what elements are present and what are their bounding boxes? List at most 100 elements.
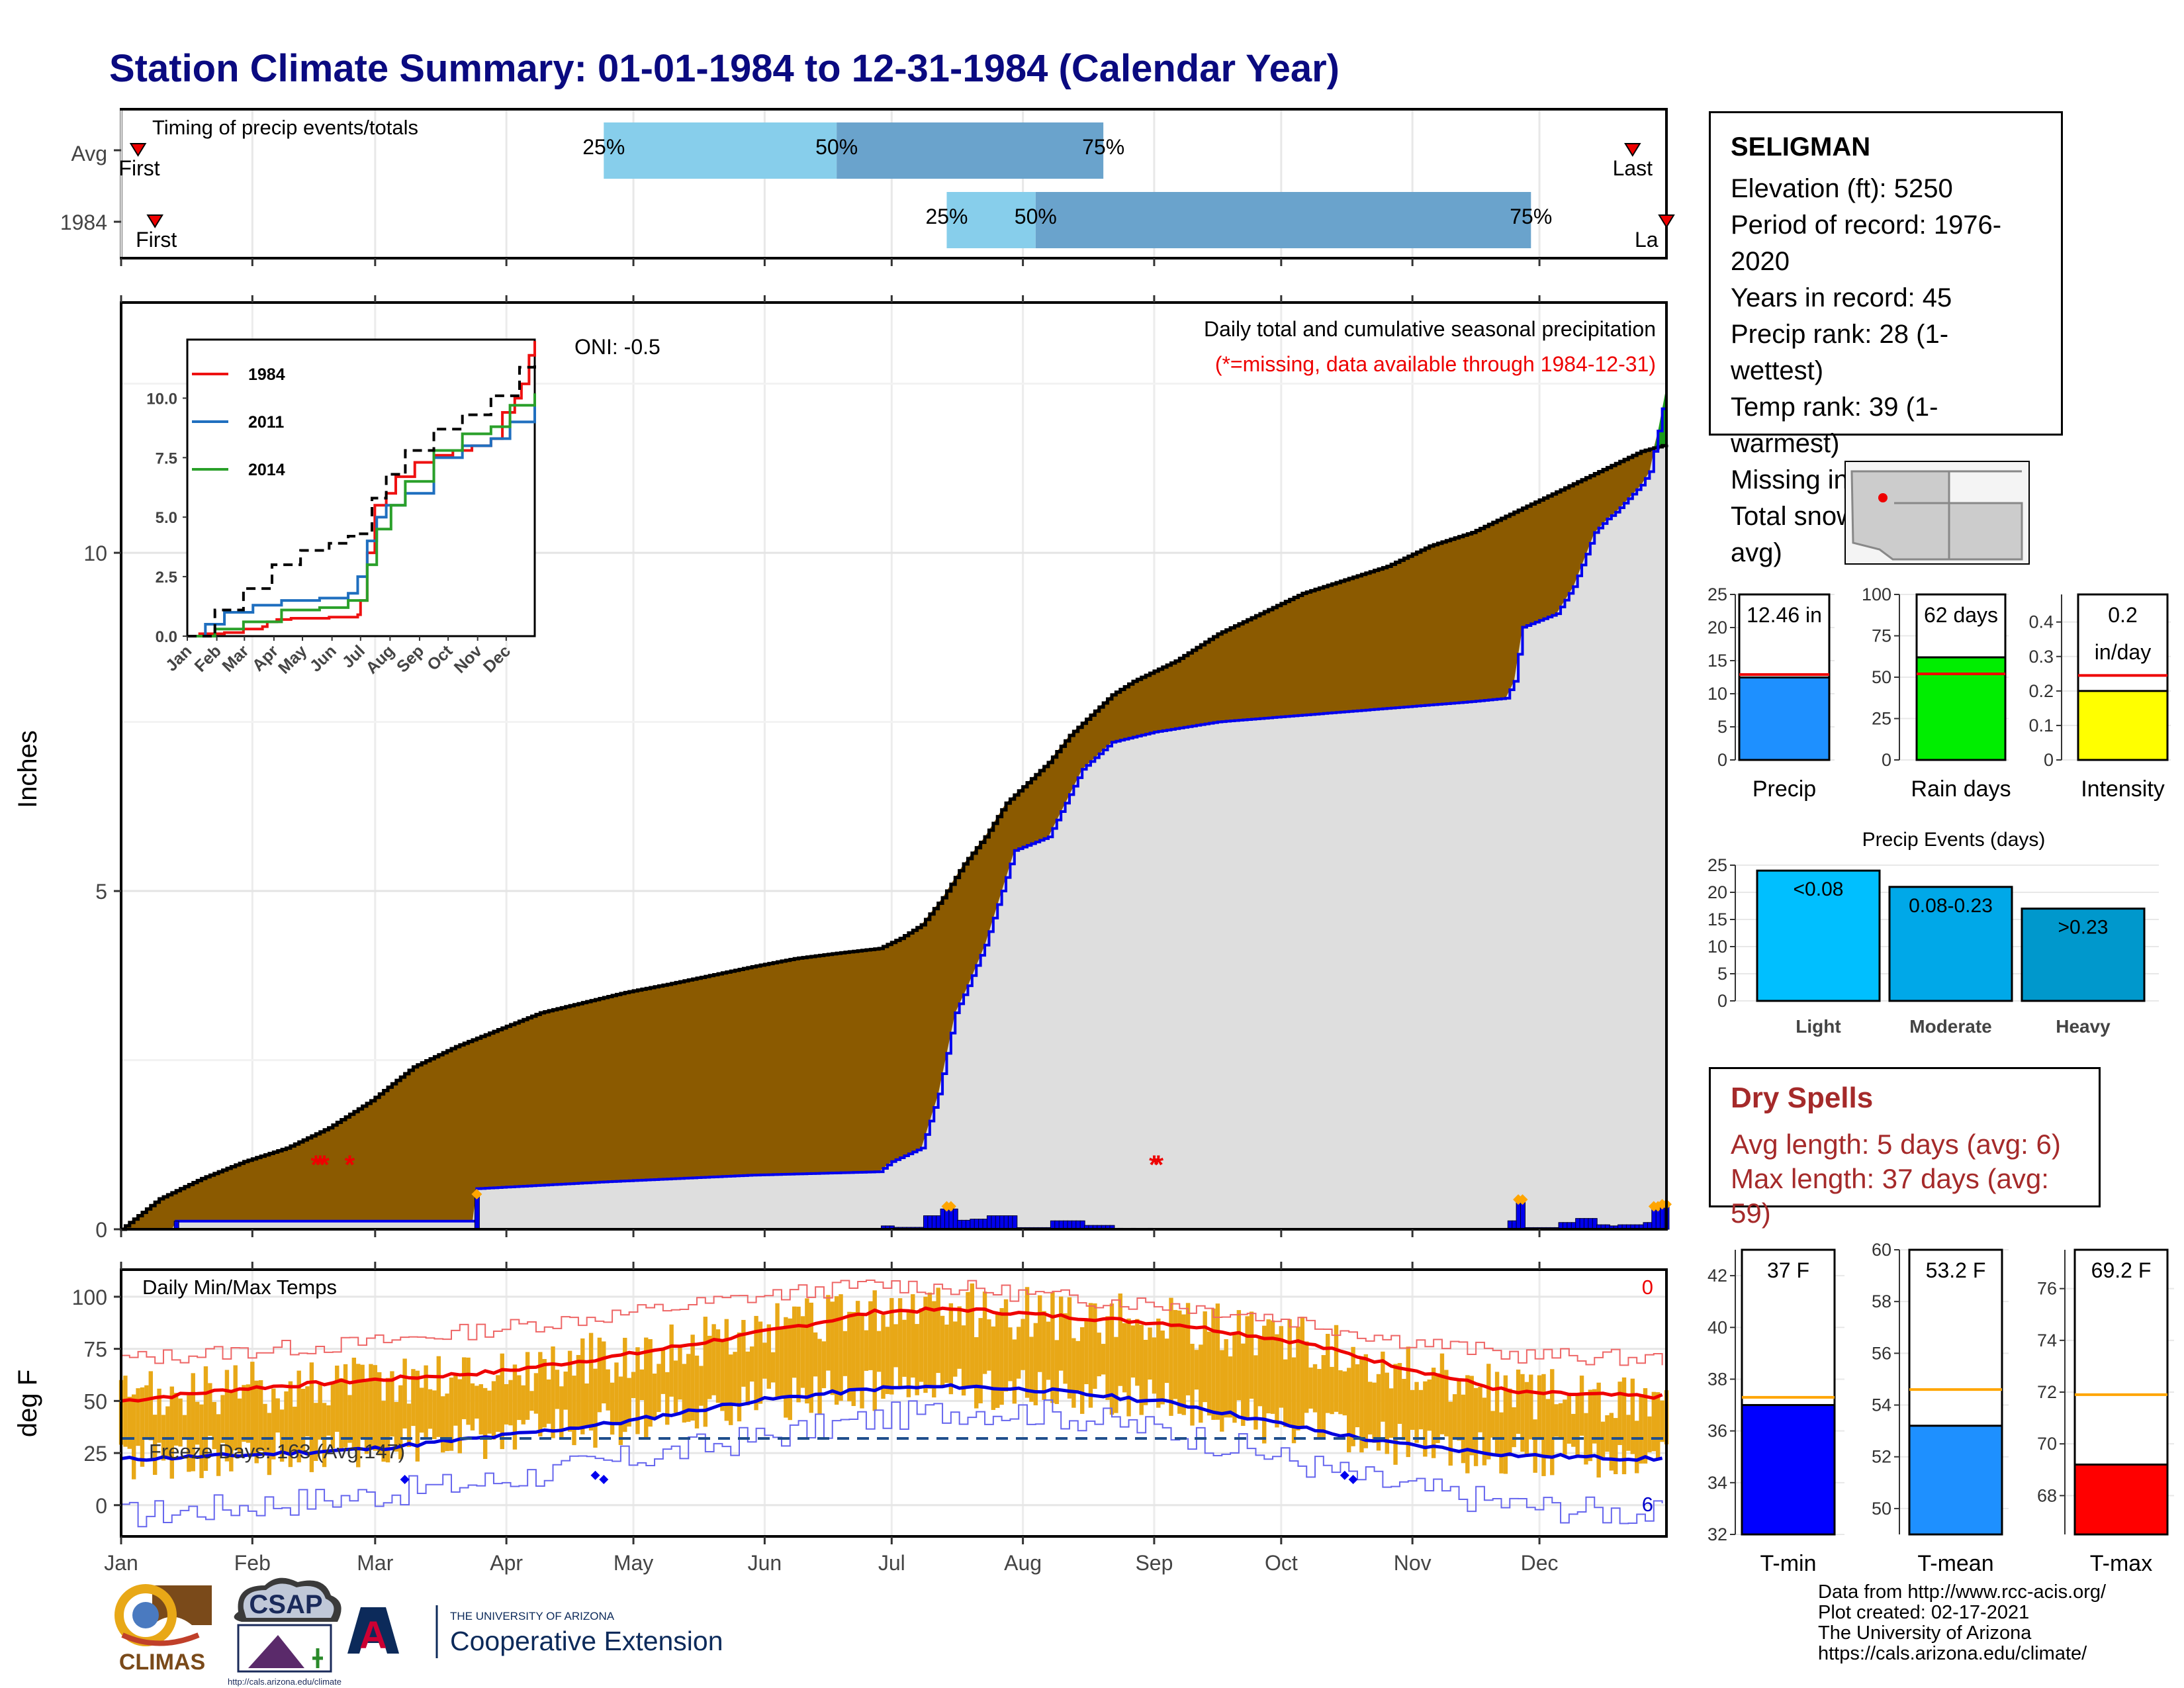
ytick-label: 70 [2037, 1434, 2057, 1454]
daily-temp-bar [711, 1324, 716, 1395]
svg-text:A: A [359, 1614, 387, 1657]
daily-temp-bar [830, 1301, 835, 1395]
daily-temp-bar [1177, 1310, 1182, 1414]
daily-temp-bar [1575, 1394, 1580, 1456]
daily-temp-bar [233, 1365, 238, 1450]
daily-temp-bar [267, 1413, 272, 1476]
daily-temp-bar [1156, 1318, 1161, 1408]
daily-temp-bar [1228, 1356, 1233, 1418]
daily-temp-bar [491, 1381, 496, 1440]
daily-temp-bar [123, 1376, 128, 1447]
daily-temp-bar [390, 1371, 394, 1437]
daily-temp-bar [402, 1358, 407, 1429]
daily-temp-bar [982, 1291, 987, 1374]
daily-temp-bar [584, 1383, 589, 1427]
ytick-label: 0.4 [2028, 612, 2054, 632]
daily-temp-bar [1338, 1370, 1343, 1415]
daily-temp-bar [1232, 1333, 1237, 1423]
daily-temp-bar [593, 1368, 598, 1448]
inset-ytick: 5.0 [156, 509, 177, 527]
ytick-label: 25 [1872, 709, 1891, 729]
daily-temp-bar [1388, 1388, 1394, 1438]
event-bar-label: 0.08-0.23 [1909, 895, 1993, 917]
precip-note: Daily total and cumulative seasonal prec… [1204, 317, 1656, 341]
missing-note: (*=missing, data available through 1984-… [1215, 352, 1656, 376]
temp-ytick: 25 [83, 1442, 107, 1466]
month-axis: Jan Feb Mar Apr May Jun Jul Aug Sep Oct Nov Dec [104, 1262, 1559, 1575]
daily-temp-bar [610, 1382, 615, 1435]
daily-temp-bar [144, 1385, 149, 1438]
daily-temp-bar [1296, 1327, 1300, 1430]
daily-temp-bar [551, 1346, 555, 1438]
daily-temp-bar [1088, 1303, 1093, 1408]
daily-temp-bar [1194, 1350, 1199, 1390]
daily-temp-bar [475, 1385, 479, 1419]
daily-temp-bar [1206, 1331, 1212, 1416]
daily-temp-bar [1084, 1320, 1089, 1385]
daily-temp-bar [1490, 1411, 1495, 1438]
precip-ytick: 0 [95, 1218, 107, 1242]
ytick-label: 15 [1707, 651, 1727, 671]
record-low-marker [599, 1474, 609, 1484]
daily-temp-bar [1630, 1378, 1635, 1454]
daily-temp-bar [1097, 1333, 1101, 1377]
value-label: 53.2 F [1926, 1258, 1986, 1282]
daily-temp-bar [1393, 1364, 1398, 1465]
daily-temp-bar [657, 1364, 661, 1413]
daily-temp-bar [1130, 1325, 1136, 1378]
event-marker [146, 214, 163, 228]
daily-temp-bar [966, 1291, 970, 1387]
daily-temp-bar [1435, 1373, 1440, 1444]
daily-temp-bar [182, 1415, 187, 1439]
daily-temp-bar [1054, 1340, 1059, 1405]
daily-temp-bar [707, 1335, 712, 1399]
daily-temp-bar [1414, 1382, 1419, 1443]
timing-pct-label: 25% [925, 205, 968, 228]
daily-precip-bar [1520, 1201, 1525, 1230]
arizona-map [1844, 461, 2030, 565]
daily-temp-bar [572, 1376, 576, 1446]
daily-temp-bar [821, 1341, 827, 1389]
daily-temp-bar [318, 1384, 322, 1440]
category-label: Rain days [1911, 776, 2011, 802]
event-bar [1888, 886, 2013, 1002]
daily-temp-bar [203, 1366, 208, 1471]
daily-temp-bar [1656, 1392, 1661, 1458]
daily-temp-bar [1609, 1413, 1614, 1471]
daily-temp-bar [923, 1296, 928, 1393]
precip-events-chart: Precip Events (days) 0 5 10 15 20 25 <0.08 Light… [1707, 829, 2159, 1037]
daily-temp-bar [1012, 1339, 1017, 1404]
daily-temp-bar [1579, 1376, 1584, 1436]
daily-temp-bar [406, 1403, 412, 1447]
daily-temp-bar [1029, 1336, 1034, 1402]
daily-temp-bar [496, 1375, 500, 1432]
value-label: 62 days [1924, 603, 1998, 627]
daily-temp-bar [978, 1318, 983, 1403]
daily-temp-bar [457, 1379, 462, 1454]
category-label: T-max [2090, 1551, 2152, 1576]
inset-chart: 0.02.55.07.510.0JanFebMarAprMayJunJulAug… [146, 338, 536, 678]
daily-temp-bar [1503, 1375, 1508, 1474]
daily-temp-bar [1317, 1369, 1322, 1439]
daily-temp-bar [1220, 1350, 1224, 1432]
ytick-label: 54 [1872, 1395, 1891, 1415]
event-marker [1658, 214, 1675, 228]
daily-temp-bar [1359, 1356, 1364, 1453]
daily-temp-bar [1101, 1344, 1106, 1375]
value-label: 12.46 in [1747, 603, 1822, 627]
tmin-chart: 32 34 36 38 40 42 37 F T-min [1707, 1248, 1844, 1576]
daily-temp-bar [1541, 1374, 1546, 1476]
daily-temp-bar [351, 1357, 357, 1448]
daily-temp-bar [597, 1337, 602, 1413]
inset-frame [186, 338, 536, 637]
daily-temp-bar [148, 1371, 153, 1440]
daily-temp-bar [623, 1337, 627, 1432]
daily-temp-bar [1592, 1389, 1597, 1444]
daily-temp-bar [1431, 1368, 1436, 1458]
ytick-label: 100 [1862, 585, 1891, 604]
daily-temp-bar [169, 1386, 174, 1479]
daily-temp-bar [915, 1324, 919, 1395]
daily-temp-bar [1647, 1416, 1652, 1452]
daily-temp-bar [699, 1366, 704, 1406]
daily-temp-bar [385, 1378, 390, 1463]
